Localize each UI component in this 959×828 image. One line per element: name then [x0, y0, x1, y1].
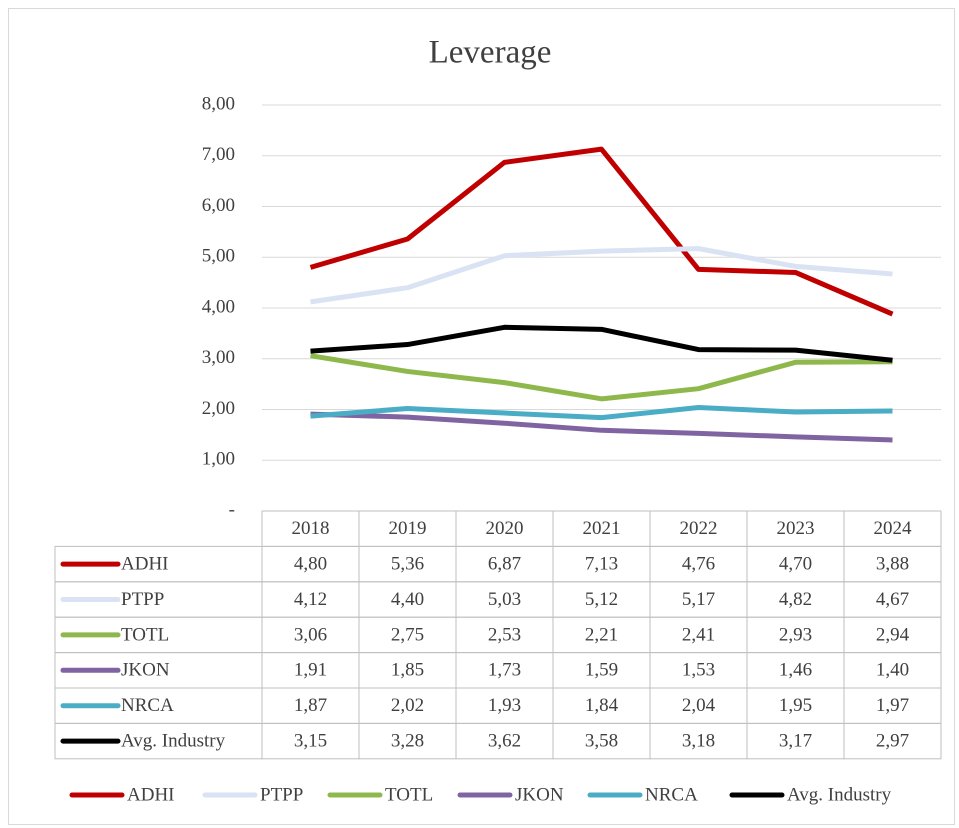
table-value: 4,82	[779, 589, 812, 610]
table-value: 2,21	[585, 624, 618, 645]
y-tick-label: 3,00	[202, 347, 235, 368]
table-value: 4,76	[682, 553, 715, 574]
series-line	[310, 411, 893, 443]
table-value: 2,97	[876, 730, 909, 751]
table-value: 2,02	[391, 695, 424, 716]
table-value: 2,93	[779, 624, 812, 645]
table-value: 5,12	[585, 589, 618, 610]
legend-label: JKON	[515, 784, 564, 805]
table-cell	[843, 722, 942, 760]
chart-title: Leverage	[429, 35, 552, 71]
table-value: 2,75	[391, 624, 424, 645]
table-row-label: NRCA	[121, 695, 174, 716]
table-value: 2,53	[488, 624, 521, 645]
table-value: 5,17	[682, 589, 715, 610]
y-tick-label: 6,00	[202, 195, 235, 216]
table-value: 4,12	[294, 589, 327, 610]
y-tick-label: -	[229, 499, 235, 520]
table-value: 1,97	[876, 695, 909, 716]
table-value: 3,28	[391, 730, 424, 751]
table-value: 1,84	[585, 695, 619, 716]
table-header: 2018	[292, 518, 330, 539]
table-value: 3,58	[585, 730, 618, 751]
legend-label: PTPP	[260, 784, 303, 805]
table-header: 2023	[777, 518, 815, 539]
table-value: 4,80	[294, 553, 327, 574]
table-value: 2,41	[682, 624, 715, 645]
table-value: 5,36	[391, 553, 424, 574]
table-value: 4,67	[876, 589, 909, 610]
legend-label: Avg. Industry	[787, 784, 892, 805]
table-value: 1,59	[585, 660, 618, 681]
table-value: 1,40	[876, 660, 909, 681]
table-value: 1,85	[391, 660, 424, 681]
table-value: 4,70	[779, 553, 812, 574]
table-value: 1,87	[294, 695, 327, 716]
table-value: 1,73	[488, 660, 521, 681]
series-line	[310, 404, 893, 421]
y-tick-label: 5,00	[202, 246, 235, 267]
legend-label: NRCA	[645, 784, 698, 805]
y-tick-label: 1,00	[202, 449, 235, 470]
y-tick-label: 8,00	[202, 93, 235, 114]
table-row-label: PTPP	[121, 589, 164, 610]
series-line	[310, 324, 893, 363]
table-row-label: ADHI	[121, 553, 169, 574]
table-value: 5,03	[488, 589, 521, 610]
table-header: 2024	[874, 518, 913, 539]
table-value: 1,46	[779, 660, 812, 681]
y-tick-label: 2,00	[202, 398, 235, 419]
series-line	[309, 146, 894, 317]
table-row-label: Avg. Industry	[121, 730, 226, 751]
y-tick-label: 4,00	[202, 296, 235, 317]
table-value: 3,18	[682, 730, 715, 751]
table-row-label: TOTL	[121, 624, 169, 645]
table-value: 1,93	[488, 695, 521, 716]
table-value: 6,87	[488, 553, 521, 574]
series-line	[310, 353, 893, 402]
legend-label: TOTL	[385, 784, 433, 805]
table-value: 3,62	[488, 730, 521, 751]
table-value: 3,88	[876, 553, 909, 574]
table-value: 2,94	[876, 624, 910, 645]
table-header: 2020	[486, 518, 524, 539]
table-header: 2021	[583, 518, 621, 539]
table-value: 3,15	[294, 730, 327, 751]
table-value: 1,91	[294, 660, 327, 681]
table-value: 3,06	[294, 624, 327, 645]
table-row-label: JKON	[121, 660, 170, 681]
legend-label: ADHI	[127, 784, 175, 805]
series-line	[310, 246, 893, 305]
table-header: 2022	[680, 518, 718, 539]
table-header: 2019	[389, 518, 427, 539]
table-value: 7,13	[585, 553, 618, 574]
y-tick-label: 7,00	[202, 144, 235, 165]
table-value: 4,40	[391, 589, 424, 610]
table-value: 1,95	[779, 695, 812, 716]
table-value: 1,53	[682, 660, 715, 681]
table-value: 3,17	[779, 730, 812, 751]
table-value: 2,04	[682, 695, 716, 716]
